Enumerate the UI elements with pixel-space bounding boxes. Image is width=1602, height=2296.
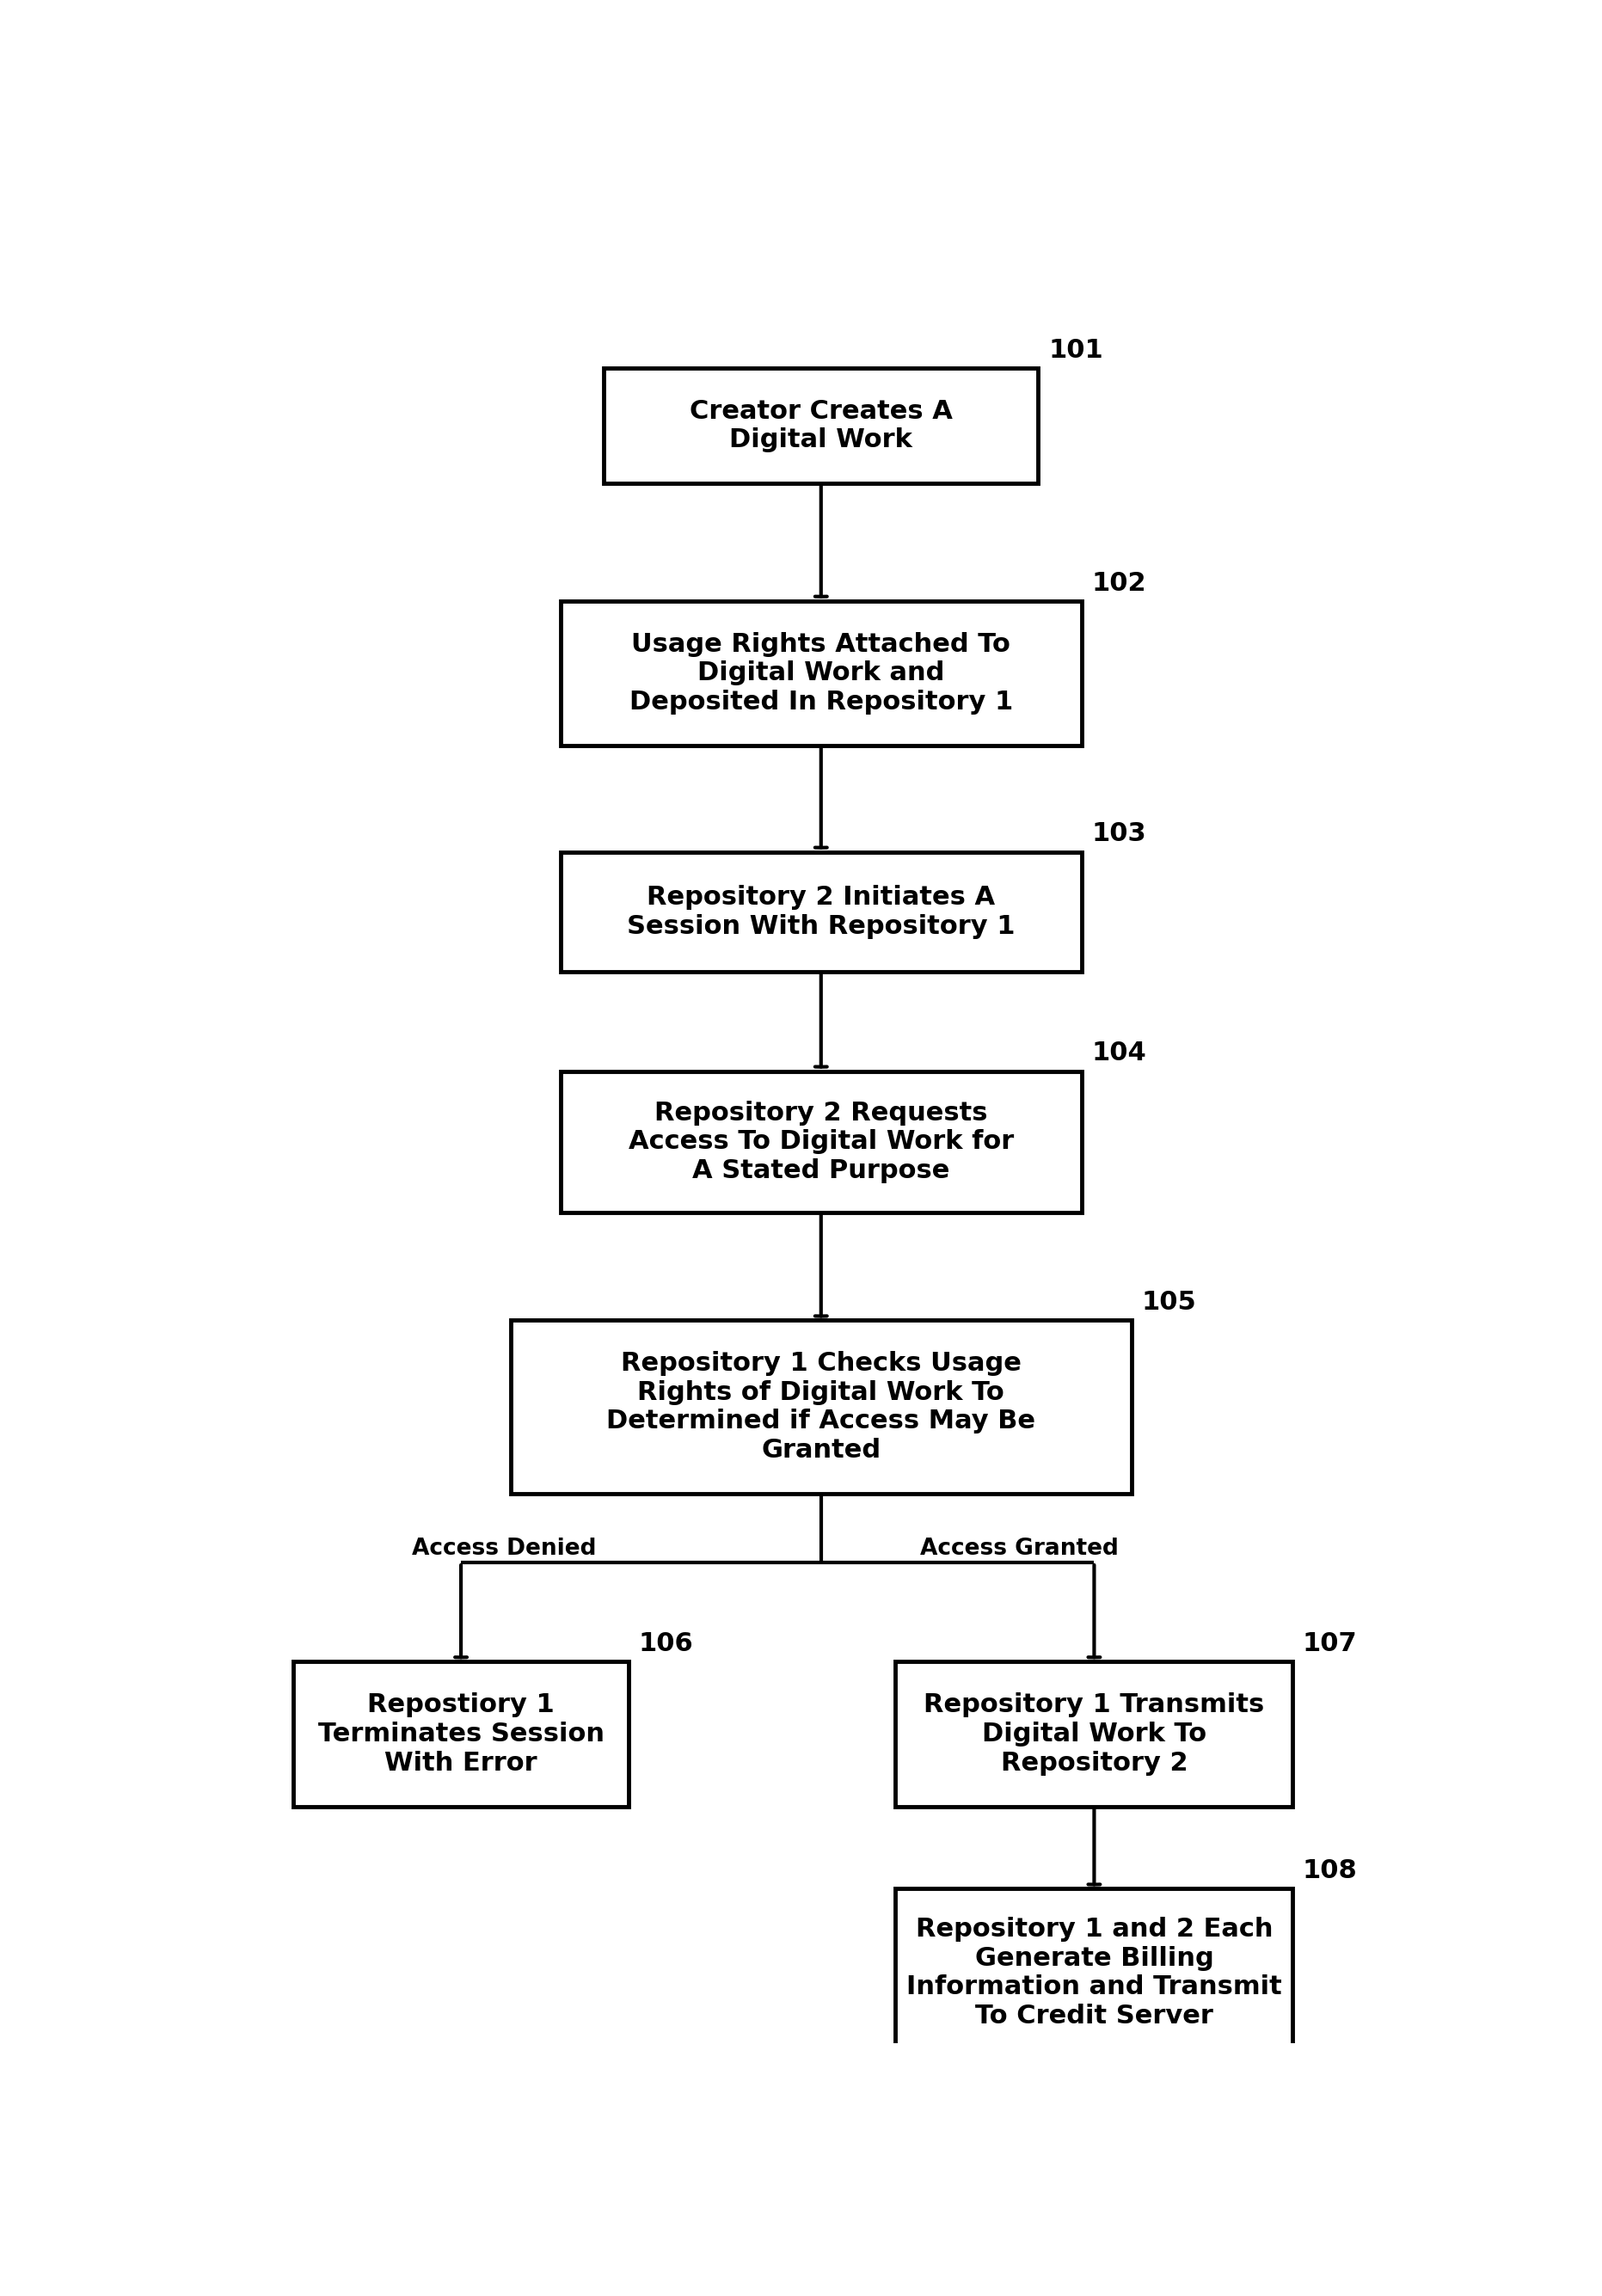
Bar bbox=[896, 1662, 1293, 1807]
Text: Access Denied: Access Denied bbox=[412, 1538, 596, 1559]
Text: 105: 105 bbox=[1141, 1290, 1197, 1316]
Text: 102: 102 bbox=[1091, 572, 1147, 595]
Bar bbox=[561, 1070, 1081, 1212]
Text: 101: 101 bbox=[1048, 338, 1104, 363]
Bar bbox=[511, 1320, 1131, 1495]
Text: 104: 104 bbox=[1091, 1040, 1147, 1065]
Text: 107: 107 bbox=[1302, 1632, 1357, 1655]
Text: 103: 103 bbox=[1091, 822, 1147, 847]
Text: 106: 106 bbox=[639, 1632, 694, 1655]
Text: Repository 1 and 2 Each
Generate Billing
Information and Transmit
To Credit Serv: Repository 1 and 2 Each Generate Billing… bbox=[907, 1917, 1282, 2030]
Text: 108: 108 bbox=[1302, 1857, 1357, 1883]
Bar bbox=[604, 367, 1038, 482]
Text: Repository 1 Transmits
Digital Work To
Repository 2: Repository 1 Transmits Digital Work To R… bbox=[924, 1692, 1264, 1775]
Bar bbox=[293, 1662, 628, 1807]
Text: Repository 1 Checks Usage
Rights of Digital Work To
Determined if Access May Be
: Repository 1 Checks Usage Rights of Digi… bbox=[607, 1350, 1035, 1463]
Text: Repository 2 Requests
Access To Digital Work for
A Stated Purpose: Repository 2 Requests Access To Digital … bbox=[628, 1100, 1014, 1182]
Text: Repostiory 1
Terminates Session
With Error: Repostiory 1 Terminates Session With Err… bbox=[317, 1692, 604, 1775]
Text: Access Granted: Access Granted bbox=[921, 1538, 1118, 1559]
Text: Usage Rights Attached To
Digital Work and
Deposited In Repository 1: Usage Rights Attached To Digital Work an… bbox=[630, 631, 1012, 714]
Bar bbox=[561, 852, 1081, 971]
Bar bbox=[896, 1890, 1293, 2057]
Bar bbox=[561, 602, 1081, 746]
Text: Repository 2 Initiates A
Session With Repository 1: Repository 2 Initiates A Session With Re… bbox=[626, 884, 1016, 939]
Text: Creator Creates A
Digital Work: Creator Creates A Digital Work bbox=[689, 400, 953, 452]
